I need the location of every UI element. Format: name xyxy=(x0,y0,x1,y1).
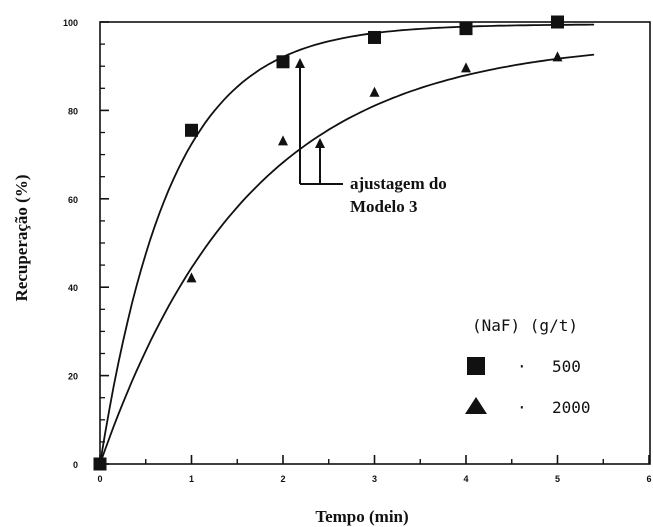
square-point-500 xyxy=(368,30,381,44)
y-axis-ticks: 0 20 40 60 80 100 xyxy=(63,18,109,470)
y-tick-label: 100 xyxy=(63,18,78,28)
annotation-line-1: ajustagem do xyxy=(350,174,447,193)
square-point-500 xyxy=(185,123,198,137)
annotation-arrow-1-head xyxy=(295,58,305,68)
annotation-arrow-2-head xyxy=(315,138,325,148)
triangle-point-2000 xyxy=(369,86,380,97)
x-tick-label: 0 xyxy=(97,474,102,484)
y-tick-label: 40 xyxy=(68,283,78,293)
square-point-500 xyxy=(276,55,290,69)
legend-label-500: 500 xyxy=(552,357,581,376)
y-tick-label: 20 xyxy=(68,372,78,382)
square-point-500 xyxy=(93,457,107,471)
triangle-point-2000 xyxy=(461,62,471,73)
x-tick-label: 3 xyxy=(372,474,377,484)
x-tick-label: 1 xyxy=(189,474,194,484)
annotation-line-2: Modelo 3 xyxy=(350,197,418,216)
y-tick-label: 80 xyxy=(68,106,78,116)
triangle-point-2000 xyxy=(552,51,563,62)
y-axis-title: Recuperação (%) xyxy=(12,175,31,302)
legend-label-2000: 2000 xyxy=(552,398,591,417)
x-tick-label: 2 xyxy=(280,474,285,484)
x-tick-label: 4 xyxy=(463,474,468,484)
x-axis-title: Tempo (min) xyxy=(315,507,408,526)
square-point-500 xyxy=(551,15,564,29)
y-tick-label: 0 xyxy=(73,460,78,470)
legend-triangle-marker xyxy=(465,397,487,414)
fit-curve-500 xyxy=(99,23,595,465)
legend-title: (NaF) (g/t) xyxy=(472,316,578,335)
x-axis-ticks: 0 1 2 3 4 5 6 xyxy=(97,455,652,484)
legend: (NaF) (g/t) · 500 · 2000 xyxy=(465,316,591,417)
fit-curves xyxy=(99,23,595,465)
y-tick-label: 60 xyxy=(68,195,78,205)
legend-separator-1: · xyxy=(517,357,527,376)
legend-separator-2: · xyxy=(517,398,527,417)
square-point-500 xyxy=(459,22,473,36)
legend-square-marker xyxy=(467,357,485,375)
x-tick-label: 6 xyxy=(646,474,651,484)
model-fit-annotation: ajustagem do Modelo 3 xyxy=(295,58,447,216)
triangle-point-2000 xyxy=(278,135,288,146)
fit-curve-2000 xyxy=(99,53,595,465)
data-points xyxy=(93,15,564,471)
triangle-point-2000 xyxy=(186,272,197,283)
x-tick-label: 5 xyxy=(555,474,560,484)
